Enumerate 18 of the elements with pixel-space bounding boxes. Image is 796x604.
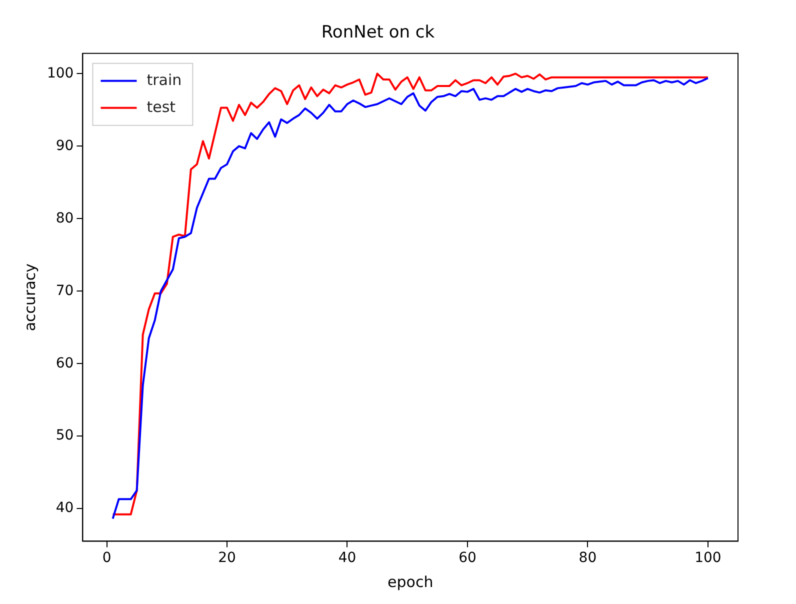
x-tick-label: 100 xyxy=(694,550,722,566)
y-axis-title: accuracy xyxy=(20,263,39,332)
x-tick-label: 60 xyxy=(458,550,476,566)
x-tick-label: 80 xyxy=(578,550,597,566)
y-tick-label: 60 xyxy=(56,355,74,372)
legend-label: test xyxy=(146,98,176,116)
x-tick-label: 0 xyxy=(102,550,112,566)
legend-label: train xyxy=(146,70,182,89)
y-tick-label: 40 xyxy=(56,500,74,516)
y-tick-label: 100 xyxy=(46,65,74,82)
x-tick-label: 20 xyxy=(218,550,236,566)
y-tick-label: 50 xyxy=(56,428,74,444)
y-tick-label: 80 xyxy=(56,210,74,226)
chart-title: RonNet on ck xyxy=(321,22,435,43)
y-tick-label: 70 xyxy=(56,282,74,299)
y-tick-label: 90 xyxy=(56,138,74,154)
x-tick-label: 40 xyxy=(338,550,356,566)
x-axis-title: epoch xyxy=(388,572,434,591)
